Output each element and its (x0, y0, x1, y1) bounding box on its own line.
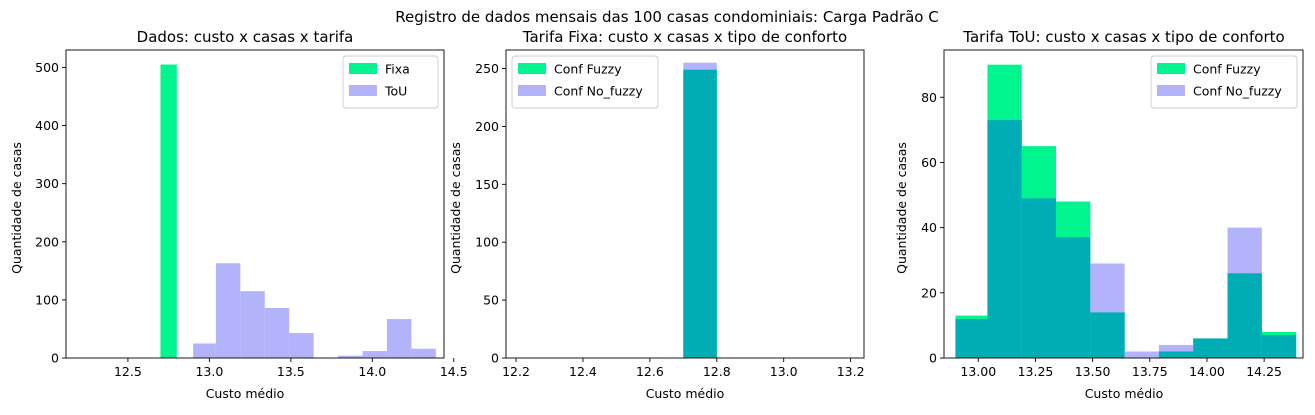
subplot-1: Dados: custo x casas x tarifa Custo médi… (9, 28, 468, 401)
x-tick-label: 13.5 (277, 364, 305, 379)
legend-label: Conf Fuzzy (554, 62, 622, 77)
bar-overlap-4 (1090, 312, 1125, 358)
subplot-2-xlabel: Custo médio (646, 386, 725, 401)
bar-tou-1 (215, 263, 241, 358)
bar-conf-no-fuzzy-8 (1227, 227, 1262, 274)
bar-overlap-1 (987, 120, 1022, 359)
bar-conf-no-fuzzy-0 (683, 62, 717, 70)
legend-swatch (349, 85, 377, 96)
y-tick-label: 50 (483, 293, 499, 308)
subplot-2-legend: Conf Fuzzy Conf No_fuzzy (511, 55, 659, 109)
bar-tou-9 (411, 348, 436, 358)
legend-label: Conf No_fuzzy (1193, 84, 1282, 99)
subplot-2: Tarifa Fixa: custo x casas x tipo de con… (448, 28, 865, 401)
y-tick-label: 200 (475, 119, 499, 134)
y-tick-label: 250 (475, 61, 499, 76)
y-tick-label: 0 (491, 351, 499, 366)
bar-tou-0 (193, 343, 216, 358)
bar-tou-8 (386, 319, 412, 358)
x-tick-label: 12.6 (636, 364, 664, 379)
subplot-1-ylabel: Quantidade de casas (9, 142, 24, 274)
y-tick-label: 500 (35, 60, 59, 75)
x-tick-label: 13.25 (1018, 364, 1054, 379)
subplot-2-bars (683, 62, 717, 359)
legend-frame (1150, 55, 1298, 109)
x-tick-label: 14.00 (1189, 364, 1225, 379)
x-tick-label: 13.50 (1075, 364, 1111, 379)
bar-overlap-9 (1261, 335, 1297, 358)
legend-swatch (518, 63, 546, 74)
x-tick-label: 14.0 (358, 364, 386, 379)
x-tick-label: 12.2 (502, 364, 530, 379)
y-tick-label: 20 (921, 285, 937, 300)
x-tick-label: 13.75 (1132, 364, 1168, 379)
legend-swatch (1157, 85, 1185, 96)
y-tick-label: 80 (921, 90, 937, 105)
legend-label: Fixa (385, 62, 410, 77)
x-tick-label: 13.00 (960, 364, 996, 379)
bar-conf-no-fuzzy-6 (1158, 344, 1194, 352)
subplot-2-title: Tarifa Fixa: custo x casas x tipo de con… (522, 28, 847, 46)
bar-overlap-8 (1227, 273, 1262, 358)
bar-tou-2 (240, 291, 265, 358)
y-tick-label: 300 (35, 176, 59, 191)
legend-label: ToU (384, 84, 407, 99)
subplot-3-ylabel: Quantidade de casas (894, 142, 909, 274)
x-tick-label: 12.5 (114, 364, 142, 379)
bar-tou-6 (338, 355, 363, 358)
legend-frame (511, 55, 659, 109)
y-tick-label: 150 (475, 177, 499, 192)
y-tick-label: 40 (921, 220, 937, 235)
subplot-3: Tarifa ToU: custo x casas x tipo de conf… (894, 28, 1304, 401)
subplot-1-title: Dados: custo x casas x tarifa (137, 28, 354, 46)
x-tick-label: 12.4 (569, 364, 597, 379)
bar-overlap-0 (683, 69, 717, 359)
subplot-3-frame (943, 49, 1304, 359)
bar-overlap-0 (955, 318, 988, 358)
x-tick-label: 13.2 (837, 364, 865, 379)
bar-tou-3 (264, 308, 290, 358)
legend-swatch (1157, 63, 1185, 74)
x-tick-label: 13.0 (195, 364, 223, 379)
x-tick-label: 14.25 (1246, 364, 1282, 379)
bar-conf-no-fuzzy-5 (1124, 351, 1159, 358)
bar-conf-no-fuzzy-4 (1090, 263, 1125, 313)
legend-label: Conf No_fuzzy (554, 84, 643, 99)
y-tick-label: 0 (51, 351, 59, 366)
subplot-3-xlabel: Custo médio (1085, 386, 1164, 401)
y-tick-label: 60 (921, 155, 937, 170)
subplot-1-legend: Fixa ToU (342, 55, 439, 109)
legend-label: Conf Fuzzy (1193, 62, 1261, 77)
y-tick-label: 100 (475, 235, 499, 250)
figure-suptitle: Registro de dados mensais das 100 casas … (395, 8, 938, 26)
bar-overlap-2 (1021, 198, 1057, 358)
bar-overlap-3 (1056, 237, 1091, 358)
y-tick-label: 400 (35, 118, 59, 133)
y-tick-label: 100 (35, 292, 59, 307)
bar-overlap-6 (1158, 351, 1194, 358)
subplot-1-xlabel: Custo médio (206, 386, 285, 401)
y-tick-label: 200 (35, 234, 59, 249)
bar-overlap-7 (1193, 338, 1228, 358)
bar-fixa-0 (160, 64, 177, 358)
subplot-2-frame (505, 49, 865, 359)
bar-tou-4 (289, 333, 314, 358)
subplot-3-legend: Conf Fuzzy Conf No_fuzzy (1150, 55, 1298, 109)
subplot-3-title: Tarifa ToU: custo x casas x tipo de conf… (962, 28, 1284, 46)
bar-tou-7 (362, 351, 387, 358)
x-tick-label: 12.8 (703, 364, 731, 379)
legend-swatch (349, 63, 377, 74)
subplot-2-ylabel: Quantidade de casas (448, 142, 463, 274)
x-tick-label: 13.0 (770, 364, 798, 379)
subplot-1-frame (65, 49, 445, 359)
x-tick-label: 14.5 (440, 364, 468, 379)
subplot-3-bars (955, 64, 1297, 359)
y-tick-label: 0 (929, 351, 937, 366)
legend-swatch (518, 85, 546, 96)
subplot-1-bars (160, 64, 436, 358)
